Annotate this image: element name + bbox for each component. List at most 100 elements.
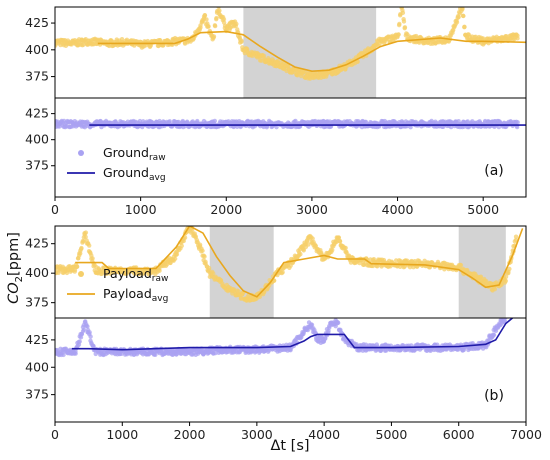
avg-series-line <box>71 318 514 351</box>
data-point <box>493 328 499 334</box>
x-tick-label: 5000 <box>467 202 499 217</box>
x-tick-label: 6000 <box>443 427 475 442</box>
data-point <box>221 17 227 22</box>
data-point <box>298 251 303 257</box>
legend-entry: Groundavg <box>103 165 166 183</box>
data-point <box>211 271 216 276</box>
data-point <box>515 120 520 125</box>
legend: Payloadraw Payloadavg <box>67 266 168 304</box>
x-tick-label: 1000 <box>125 202 157 217</box>
data-point <box>460 13 466 19</box>
shaded-region <box>209 226 274 318</box>
y-tick-label: 375 <box>25 387 49 402</box>
y-tick-label: 375 <box>25 295 49 310</box>
data-point <box>503 274 509 280</box>
data-point <box>310 236 315 241</box>
legend: Groundraw Groundavg <box>67 145 166 183</box>
data-point <box>460 7 465 12</box>
data-point <box>503 278 509 284</box>
legend-marker <box>78 150 84 156</box>
data-point <box>402 25 408 30</box>
panel-b-bottom: 375 400 425 0 1000 2000 3000 4000 5000 6000 7000 (b… <box>25 317 542 442</box>
data-point <box>203 259 208 265</box>
data-point <box>344 249 349 255</box>
data-point <box>514 124 520 130</box>
data-point <box>153 352 158 358</box>
data-point <box>212 23 218 28</box>
data-point <box>492 286 498 292</box>
avg-series-line <box>75 226 524 298</box>
y-tick-label: 400 <box>25 359 49 374</box>
y-tick-label: 375 <box>25 69 49 84</box>
data-point <box>99 271 105 276</box>
data-point <box>295 73 300 78</box>
data-point <box>211 35 216 40</box>
data-point <box>496 124 502 130</box>
data-point <box>77 339 82 344</box>
data-point <box>456 14 461 20</box>
x-tick-label: 4000 <box>382 202 414 217</box>
data-point <box>206 24 211 29</box>
data-point <box>335 320 341 326</box>
panel-a-bottom: 375 400 425 0 1000 2000 3000 4000 5000 (a) Groundr… <box>25 97 527 217</box>
data-point <box>330 247 335 253</box>
data-point <box>400 10 406 16</box>
data-point <box>289 70 295 75</box>
data-point <box>88 334 93 339</box>
data-point <box>179 243 184 249</box>
data-point <box>213 350 218 356</box>
data-point <box>513 234 519 239</box>
legend-entry: Payloadraw <box>103 266 168 284</box>
panel-b-top: 375 400 425 Payloadraw Payloadavg <box>25 225 527 319</box>
data-point <box>61 352 66 358</box>
data-point <box>81 327 87 333</box>
data-point <box>491 332 497 338</box>
y-tick-label: 400 <box>25 132 49 147</box>
data-point <box>168 260 173 266</box>
data-point <box>458 262 464 268</box>
data-point <box>204 17 209 22</box>
y-tick-label: 425 <box>25 236 49 251</box>
panel-tag: (a) <box>484 163 504 179</box>
y-tick-label: 400 <box>25 42 49 57</box>
data-point <box>274 124 279 130</box>
x-axis-label: Δt [s] <box>270 438 309 454</box>
data-point <box>280 270 285 275</box>
data-point <box>200 248 205 253</box>
y-tick-label: 425 <box>25 106 49 121</box>
x-tick-label: 4000 <box>308 427 340 442</box>
data-point <box>212 118 218 124</box>
data-point <box>78 335 84 340</box>
y-tick-label: 425 <box>25 15 49 30</box>
legend-marker <box>78 271 84 277</box>
x-tick-label: 3000 <box>296 202 328 217</box>
y-tick-label: 425 <box>25 332 49 347</box>
axes-frame <box>54 97 527 198</box>
y-axis-label: CO2[ppm] <box>6 232 25 304</box>
data-point <box>301 331 306 337</box>
data-point <box>83 234 88 240</box>
panel-a-top: 375 400 425 <box>25 6 527 99</box>
data-point <box>83 230 89 235</box>
data-point <box>355 59 360 64</box>
data-point <box>78 251 83 256</box>
data-point <box>202 13 207 18</box>
x-tick-label: 2000 <box>174 427 206 442</box>
data-point <box>515 36 520 41</box>
y-tick-label: 400 <box>25 265 49 280</box>
data-point <box>234 21 239 27</box>
data-point <box>231 287 237 292</box>
data-point <box>172 256 178 261</box>
x-tick-label: 7000 <box>510 427 542 442</box>
data-point <box>343 245 348 251</box>
data-point <box>465 119 470 124</box>
data-point <box>336 235 341 240</box>
y-tick-label: 375 <box>25 158 49 173</box>
data-point <box>182 235 188 240</box>
data-point <box>261 53 267 58</box>
data-point <box>197 242 203 247</box>
x-tick-label: 5000 <box>376 427 408 442</box>
data-point <box>132 271 137 276</box>
data-point <box>462 24 467 30</box>
data-point <box>337 239 343 244</box>
